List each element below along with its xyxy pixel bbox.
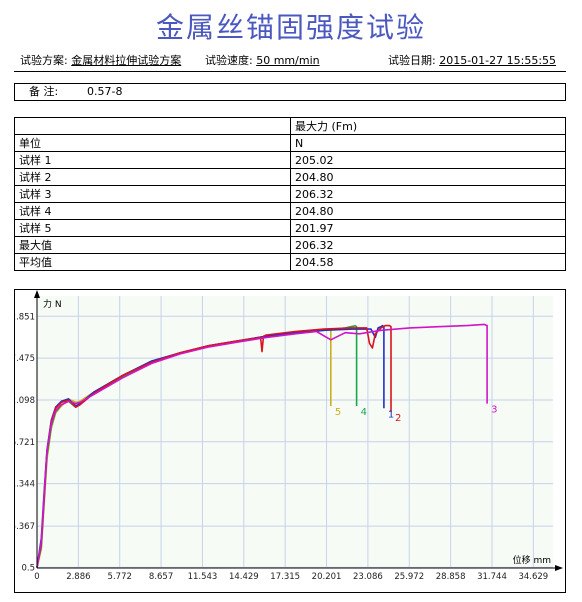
max-force-value: 204.80	[290, 202, 566, 220]
x-axis-label: 位移 mm	[513, 554, 551, 566]
note-label: 备 注:	[29, 85, 59, 98]
test-date-label: 试验日期:	[388, 54, 436, 67]
y-tick-label: 0.5	[21, 563, 35, 573]
x-tick-label: 2.886	[66, 572, 90, 582]
stat-name: 最大值	[14, 236, 291, 254]
x-tick-label: 34.629	[518, 572, 548, 582]
x-tick-label: 11.543	[188, 572, 218, 582]
header-divider	[14, 71, 566, 72]
table-row: 试样 4 204.80	[14, 202, 566, 220]
y-tick-label: 71.344	[15, 480, 35, 490]
chart-frame: 0 2.886 5.772 8.657 11.543 14.429 17.315 20.201…	[0, 289, 566, 593]
note-value: 0.57-8	[87, 85, 123, 98]
x-tick-label: 5.772	[108, 572, 132, 582]
y-tick-label: 106.721	[15, 438, 35, 448]
series-end-label: 3	[491, 405, 497, 416]
x-tick-label: 14.429	[229, 572, 259, 582]
sample-name: 试样 2	[14, 168, 291, 186]
table-row: 试样 2 204.80	[14, 168, 566, 186]
table-row: 试样 5 201.97	[14, 219, 566, 237]
table-row: 最大值 206.32	[14, 236, 566, 254]
test-scheme-label: 试验方案:	[20, 54, 68, 67]
x-tick-label: 25.972	[394, 572, 424, 582]
results-table: 最大力 (Fm) 单位 N 试样 1 205.02 试样 2 204.80 试样…	[14, 117, 566, 271]
table-header-row: 最大力 (Fm)	[14, 117, 566, 135]
x-tick-label: 0	[34, 572, 39, 582]
x-axis-arrow	[555, 565, 563, 571]
test-scheme: 试验方案: 金属材料拉伸试验方案	[20, 52, 181, 68]
force-displacement-chart: 0 2.886 5.772 8.657 11.543 14.429 17.315 20.201…	[0, 290, 563, 582]
table-header-cell	[14, 117, 291, 135]
sample-name: 试样 1	[14, 151, 291, 169]
unit-label: 单位	[14, 134, 291, 152]
x-tick-label: 28.858	[436, 572, 466, 582]
stat-value: 204.58	[290, 253, 566, 271]
plot-area	[37, 296, 553, 568]
x-tick-label: 23.086	[353, 572, 383, 582]
table-row: 试样 3 206.32	[14, 185, 566, 203]
table-header-cell: 最大力 (Fm)	[290, 117, 566, 135]
test-scheme-value: 金属材料拉伸试验方案	[71, 54, 182, 67]
series-end-label: 5	[335, 407, 341, 418]
test-date: 试验日期: 2015-01-27 15:55:55	[388, 52, 556, 68]
series-end-label: 4	[361, 407, 367, 418]
stat-value: 206.32	[290, 236, 566, 254]
stat-name: 平均值	[14, 253, 291, 271]
max-force-value: 204.80	[290, 168, 566, 186]
max-force-value: 201.97	[290, 219, 566, 237]
series-end-label: 1	[388, 409, 394, 420]
sample-name: 试样 3	[14, 185, 291, 203]
series-group	[36, 323, 488, 568]
axes	[34, 290, 563, 571]
test-speed-label: 试验速度:	[205, 54, 253, 67]
y-tick-label: 177.475	[15, 354, 35, 364]
test-date-value: 2015-01-27 15:55:55	[439, 54, 557, 67]
x-tick-label: 8.657	[149, 572, 173, 582]
report-title: 金属丝锚固强度试验	[155, 11, 426, 44]
test-speed-value: 50 mm/min	[256, 54, 320, 67]
test-speed: 试验速度: 50 mm/min	[205, 52, 320, 68]
y-tick-label: 212.851	[15, 312, 35, 322]
table-unit-row: 单位 N	[14, 134, 566, 152]
note-box: 备 注: 0.57-8	[14, 83, 566, 101]
unit-value: N	[290, 134, 566, 152]
y-axis-arrow	[34, 290, 40, 298]
table-row: 平均值 204.58	[14, 253, 566, 271]
series-line-3	[36, 323, 488, 568]
series-line-2	[36, 324, 392, 568]
sample-name: 试样 5	[14, 219, 291, 237]
x-tick-label: 31.744	[477, 572, 507, 582]
y-tick-label: 35.367	[15, 522, 35, 532]
y-tick-label: 142.098	[15, 396, 35, 406]
max-force-value: 205.02	[290, 151, 566, 169]
labels: 0 2.886 5.772 8.657 11.543 14.429 17.315 20.201…	[0, 298, 551, 582]
x-tick-label: 17.315	[270, 572, 300, 582]
table-row: 试样 1 205.02	[14, 151, 566, 169]
max-force-value: 206.32	[290, 185, 566, 203]
y-axis-label: 力 N	[43, 298, 62, 310]
sample-name: 试样 4	[14, 202, 291, 220]
x-tick-label: 20.201	[312, 572, 342, 582]
series-end-label: 2	[395, 413, 401, 424]
